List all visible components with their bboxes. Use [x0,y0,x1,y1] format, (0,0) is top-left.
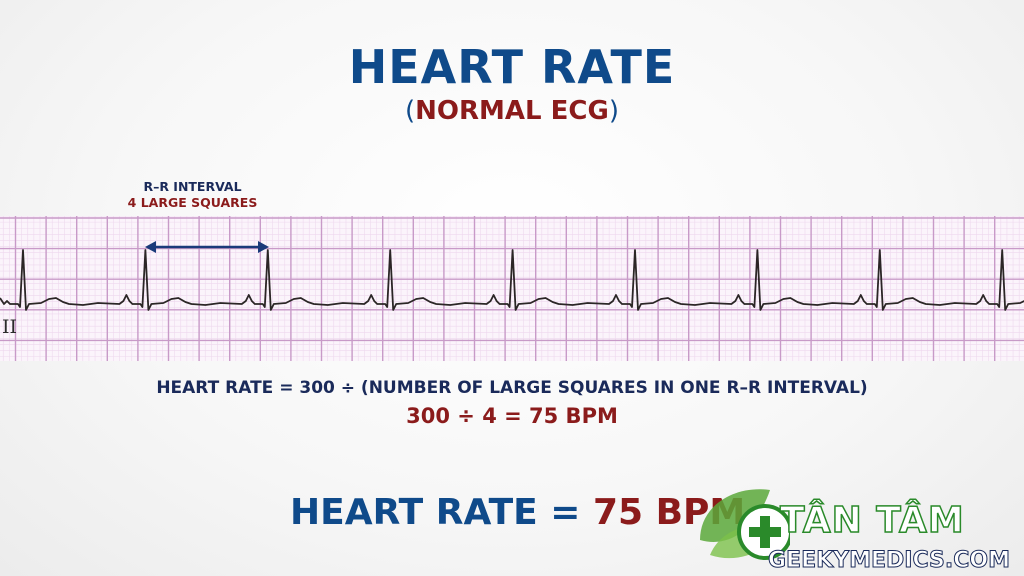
page-subtitle: (NORMAL ECG) [0,96,1024,126]
heart-rate-formula: HEART RATE = 300 ÷ (NUMBER OF LARGE SQUA… [156,378,868,398]
ecg-paper [0,216,1024,361]
rr-interval-label: R–R INTERVAL [143,179,242,194]
subtitle-close-paren: ) [608,96,619,126]
rr-interval-arrow [145,241,269,253]
subtitle-open-paren: ( [405,96,416,126]
heart-rate-result: HEART RATE = 75 BPM [290,492,745,533]
watermark-brand: TÂN TÂM [779,499,965,542]
rr-squares-label: 4 LARGE SQUARES [127,195,258,210]
ecg-major-grid [0,216,1024,361]
lead-label: II [2,316,18,338]
result-label: HEART RATE = [290,492,593,533]
page-title: HEART RATE [348,40,676,94]
ecg-trace [0,249,1024,311]
watermark-site: GEEKYMEDICS.COM [768,548,1011,574]
ecg-strip [0,216,1024,361]
rr-interval-annotation: R–R INTERVAL 4 LARGE SQUARES [100,179,285,211]
subtitle-text: NORMAL ECG [415,96,609,126]
heart-rate-calculation: 300 ÷ 4 = 75 BPM [406,404,618,428]
plus-leaf-icon [700,489,790,560]
